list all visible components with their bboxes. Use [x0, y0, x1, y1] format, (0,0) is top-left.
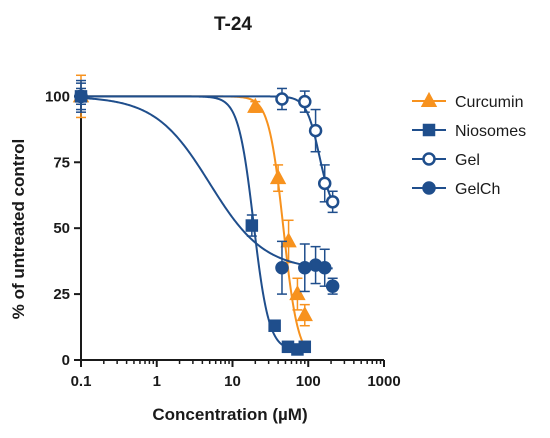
data-point-gelch — [317, 260, 332, 275]
x-tick-label: 100 — [296, 373, 321, 390]
data-point-niosomes — [268, 319, 281, 332]
y-tick-label: 0 — [62, 352, 70, 369]
data-point-curcumin — [269, 168, 287, 185]
data-point-gelch — [74, 89, 88, 104]
data-point-gel — [308, 123, 323, 138]
data-point-gel — [317, 176, 332, 191]
y-tick-label: 25 — [53, 286, 70, 303]
legend: Curcumin Niosomes Gel GelCh — [412, 91, 526, 198]
legend-marker — [422, 123, 436, 137]
x-tick-label: 0.1 — [71, 373, 92, 390]
x-tick-label: 1000 — [367, 373, 400, 390]
legend-label: GelCh — [455, 181, 500, 198]
data-point-curcumin — [296, 306, 313, 322]
fit-curve-curcumin — [81, 95, 306, 348]
fit-curve-gel — [81, 95, 334, 202]
y-axis-label: % of untreated control — [9, 139, 28, 319]
legend-marker — [422, 181, 436, 195]
data-point-niosomes — [298, 340, 312, 354]
legend-marker — [420, 91, 438, 107]
data-point-gel — [298, 94, 312, 109]
fit-curve-gelch — [80, 96, 333, 270]
data-point-gelch — [298, 260, 312, 275]
y-tick-label: 50 — [53, 220, 70, 237]
chart-title: T-24 — [214, 14, 252, 35]
data-point-gel — [275, 92, 289, 106]
data-point-curcumin — [247, 97, 264, 113]
x-axis-label: Concentration (µM) — [152, 405, 307, 424]
legend-marker — [422, 152, 436, 166]
data-point-niosomes — [245, 219, 259, 232]
y-tick-label: 100 — [45, 88, 70, 105]
legend-label: Curcumin — [455, 94, 523, 111]
plot-area: 0.1 1 10 100 1000 0 25 50 75 100 — [45, 74, 401, 390]
legend-label: Niosomes — [455, 123, 526, 140]
data-point-gel — [325, 195, 340, 209]
data-point-curcumin — [289, 284, 306, 301]
y-tick-label: 75 — [53, 154, 70, 171]
x-tick-label: 1 — [153, 373, 161, 390]
legend-label: Gel — [455, 152, 480, 169]
data-point-curcumin — [280, 232, 297, 248]
x-tick-label: 10 — [224, 373, 241, 390]
data-point-gelch — [325, 279, 340, 293]
data-point-gelch — [275, 260, 289, 275]
